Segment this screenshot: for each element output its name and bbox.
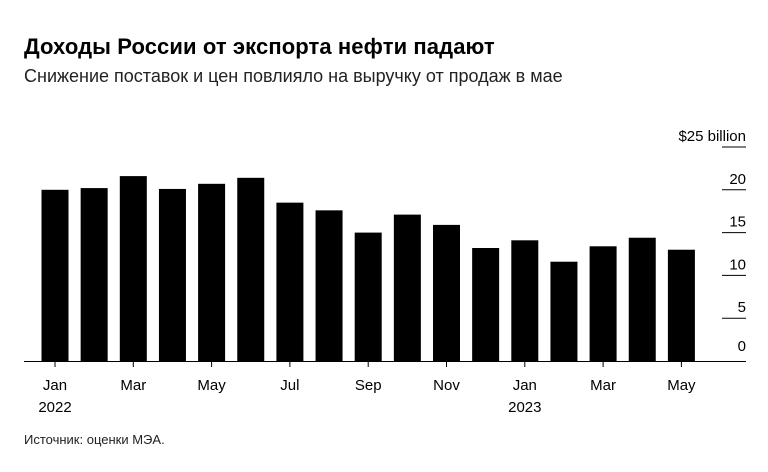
bar-dec-2022 (472, 248, 500, 361)
source-note: Источник: оценки МЭА. (24, 432, 165, 447)
bars-group (41, 176, 695, 361)
x-tick-label: Jan (43, 377, 67, 394)
bar-mar-2023 (589, 246, 617, 361)
y-tick-label: 15 (729, 214, 746, 231)
x-tick-label: Nov (433, 377, 460, 394)
x-tick-label: May (667, 377, 696, 394)
x-tick-label: Sep (355, 377, 382, 394)
y-tick-label: $25 billion (678, 128, 746, 145)
bar-jul-2022 (276, 202, 304, 361)
bar-apr-2022 (158, 188, 186, 361)
x-tick-label: May (197, 377, 226, 394)
bar-feb-2023 (550, 261, 578, 361)
bar-jan-2022 (41, 189, 69, 361)
bar-nov-2022 (433, 224, 460, 361)
bar-feb-2022 (80, 188, 108, 361)
y-tick-label: 0 (738, 338, 746, 355)
chart-subtitle: Снижение поставок и цен повлияло на выру… (24, 66, 563, 86)
x-year-label: 2023 (508, 399, 541, 416)
y-axis: $25 billion 20 15 10 5 0 (24, 128, 746, 362)
bar-aug-2022 (315, 210, 343, 361)
bar-jan-2023 (511, 240, 539, 361)
x-year-label: 2022 (38, 399, 71, 416)
y-tick-label: 20 (729, 171, 746, 188)
bar-may-2023 (667, 249, 695, 361)
bar-jun-2022 (237, 177, 265, 361)
bar-sep-2022 (354, 232, 382, 361)
x-tick-label: Jul (280, 377, 299, 394)
bar-mar-2022 (119, 176, 147, 361)
x-axis: Jan 2022 Mar May Jul Sep Nov Jan 2023 Mar May (38, 361, 696, 416)
x-tick-label: Mar (120, 377, 146, 394)
bar-apr-2023 (628, 237, 656, 361)
bar-oct-2022 (393, 214, 421, 361)
x-tick-label: Jan (513, 377, 537, 394)
y-tick-label: 10 (729, 256, 746, 273)
bar-may-2022 (198, 183, 226, 361)
x-tick-label: Mar (590, 377, 616, 394)
chart-title: Доходы России от экспорта нефти падают (24, 34, 495, 59)
y-tick-label: 5 (738, 299, 746, 316)
